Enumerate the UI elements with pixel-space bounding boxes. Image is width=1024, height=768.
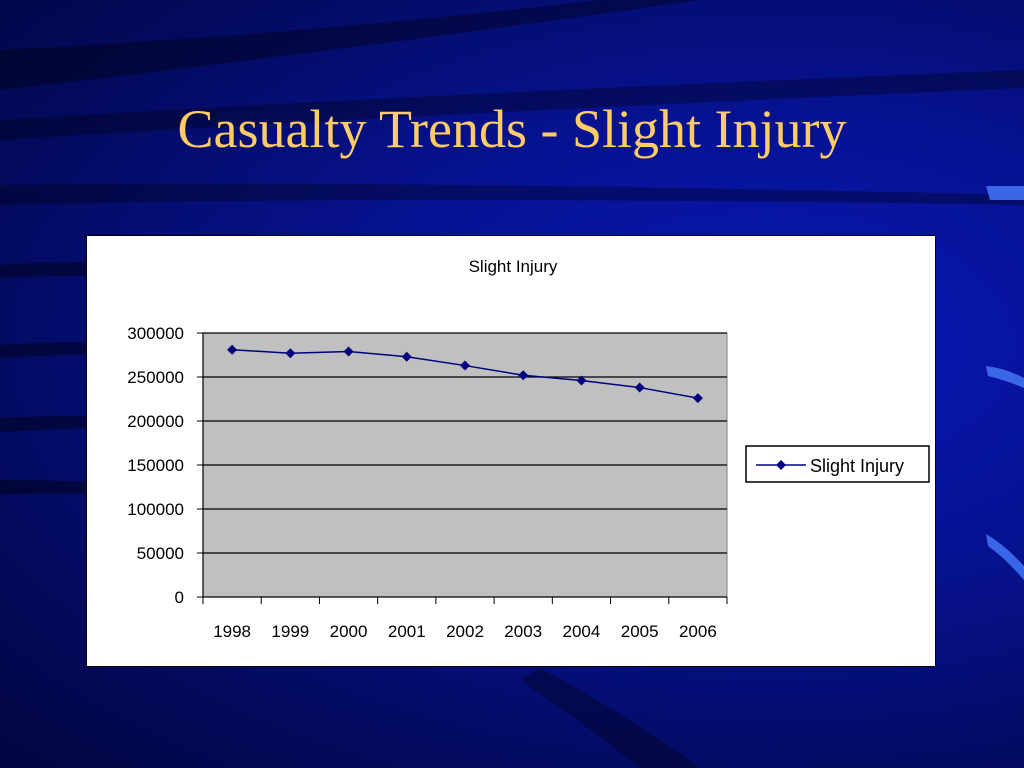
axes	[197, 332, 728, 604]
y-tick-label: 0	[175, 588, 184, 607]
data-point	[518, 370, 529, 381]
x-tick-labels: 1998 1999 2000 2001 2002 2003 2004 2005 2006	[213, 622, 717, 641]
y-tick-labels: 0 50000 100000 150000 200000 250000 300000	[127, 324, 184, 607]
x-tick-label: 2003	[504, 622, 542, 641]
data-point	[576, 375, 587, 386]
y-tick-label: 50000	[137, 544, 184, 563]
data-point	[343, 346, 354, 357]
line-chart: Slight Injury 0 50000 100000 150000 200000 25…	[127, 257, 930, 641]
y-tick-label: 200000	[127, 412, 184, 431]
data-point	[460, 360, 470, 371]
series-slight-injury	[227, 344, 703, 404]
data-point	[227, 344, 238, 355]
legend: Slight Injury	[745, 445, 930, 483]
x-tick-label: 2004	[563, 622, 601, 641]
x-tick-label: 2000	[330, 622, 368, 641]
chart-panel: Slight Injury 0 50000 100000 150000 200000 25…	[86, 235, 936, 667]
x-tick-label: 2006	[679, 622, 717, 641]
legend-box	[745, 445, 930, 483]
legend-label: Slight Injury	[810, 456, 904, 476]
data-point	[692, 393, 703, 404]
x-tick-label: 2001	[388, 622, 426, 641]
data-point	[285, 348, 296, 359]
x-tick-label: 2005	[621, 622, 659, 641]
x-tick-label: 1999	[271, 622, 309, 641]
data-point	[401, 351, 412, 362]
gridlines	[203, 332, 727, 554]
slide-title: Casualty Trends - Slight Injury	[177, 99, 847, 159]
y-tick-label: 150000	[127, 456, 184, 475]
legend-marker	[776, 460, 786, 470]
chart-title: Slight Injury	[469, 257, 558, 276]
data-point	[634, 382, 645, 393]
x-tick-label: 1998	[213, 622, 251, 641]
x-tick-label: 2002	[446, 622, 484, 641]
y-tick-label: 300000	[127, 324, 184, 343]
y-tick-label: 250000	[127, 368, 184, 387]
y-tick-label: 100000	[127, 500, 184, 519]
